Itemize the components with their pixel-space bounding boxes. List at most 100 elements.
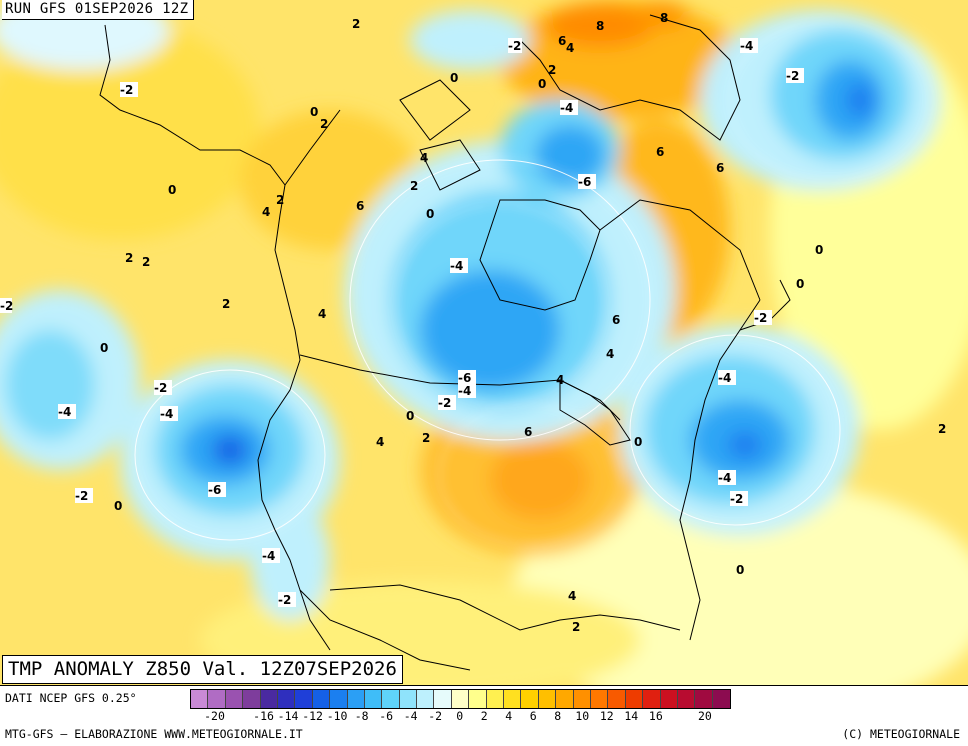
field-label: 2 (276, 193, 284, 207)
field-label: -2 (278, 593, 291, 607)
field-label: -2 (508, 39, 521, 53)
field-label: -4 (718, 371, 731, 385)
field-label: -2 (154, 381, 167, 395)
field-label: -2 (730, 492, 743, 506)
field-label: -4 (160, 407, 173, 421)
field-label: -4 (718, 471, 731, 485)
color-scale-tick-label: 6 (529, 709, 537, 723)
color-scale-tick-label: -2 (428, 709, 443, 723)
color-swatch (208, 690, 226, 708)
field-label: 0 (450, 71, 458, 85)
field-label: 4 (318, 307, 326, 321)
color-scale-tick-label: 4 (505, 709, 513, 723)
field-label: 0 (815, 243, 823, 257)
field-label: 4 (376, 435, 384, 449)
color-swatch (382, 690, 400, 708)
color-scale-tick-label: -20 (204, 709, 225, 723)
color-swatch (243, 690, 261, 708)
color-swatch (399, 690, 418, 708)
color-scale-tick-label: -12 (302, 709, 323, 723)
field-label: -6 (578, 175, 591, 189)
credit-left: MTG-GFS — ELABORAZIONE WWW.METEOGIORNALE… (5, 727, 303, 741)
color-swatch (225, 690, 244, 708)
field-label: 0 (426, 207, 434, 221)
color-swatch (521, 690, 539, 708)
field-label: 6 (356, 199, 364, 213)
field-label: 0 (114, 499, 122, 513)
color-swatch (364, 690, 383, 708)
field-label: 2 (410, 179, 418, 193)
field-label: 6 (716, 161, 724, 175)
field-label: 4 (262, 205, 270, 219)
color-swatch (504, 690, 522, 708)
color-swatch (330, 690, 348, 708)
color-scale-tick-label: -8 (354, 709, 369, 723)
color-scale-ticks: -20 -16 -14 -12 -10 -8 -6 -4 -2 0 2 4 6 8 10 12 14 16 20 (190, 709, 968, 725)
field-label: -2 (438, 396, 451, 410)
color-swatch (712, 690, 731, 708)
field-label: 0 (100, 341, 108, 355)
field-label: -4 (450, 259, 463, 273)
color-swatch (451, 690, 470, 708)
field-label: 0 (634, 435, 642, 449)
color-scale-tick-label: 20 (697, 709, 712, 723)
field-label: -4 (58, 405, 71, 419)
color-scale-tick-label: -16 (253, 709, 274, 723)
coastlines (99, 14, 791, 671)
color-scale-tick-label: -4 (403, 709, 418, 723)
field-label: -4 (560, 101, 573, 115)
color-swatch (277, 690, 296, 708)
map-title: TMP ANOMALY Z850 Val. 12Z07SEP2026 (2, 655, 403, 684)
field-label: 4 (556, 373, 564, 387)
field-label: 6 (524, 425, 532, 439)
field-label: 4 (566, 41, 574, 55)
field-label: 0 (168, 183, 176, 197)
color-swatch (556, 690, 574, 708)
color-swatch (573, 690, 591, 708)
color-scale-tick-label: 12 (599, 709, 614, 723)
color-swatch (417, 690, 435, 708)
field-label: 6 (656, 145, 664, 159)
field-label: 2 (320, 117, 328, 131)
field-label: 2 (572, 620, 580, 634)
field-label: -2 (754, 311, 767, 325)
field-label: 0 (736, 563, 744, 577)
field-label: 2 (548, 63, 556, 77)
color-swatch (191, 690, 209, 708)
color-scale-tick-label: 2 (480, 709, 488, 723)
contour-lines-sharp (134, 159, 841, 541)
color-swatch (608, 690, 626, 708)
color-swatch (677, 690, 696, 708)
field-label: 8 (596, 19, 604, 33)
field-label: -6 (208, 483, 221, 497)
color-swatch (590, 690, 609, 708)
run-title: RUN GFS 01SEP2026 12Z (2, 0, 195, 20)
field-label: 0 (406, 409, 414, 423)
field-label: -2 (0, 299, 13, 313)
color-scale-tick-label: 10 (575, 709, 590, 723)
field-label: -4 (458, 384, 471, 398)
field-label: -2 (120, 83, 133, 97)
field-label: -2 (786, 69, 799, 83)
field-label: -4 (262, 549, 275, 563)
color-swatch (643, 690, 661, 708)
field-label: 2 (222, 297, 230, 311)
data-source-note: DATI NCEP GFS 0.25° (5, 691, 137, 705)
field-label: 2 (938, 422, 946, 436)
color-swatch (469, 690, 487, 708)
field-label: 2 (422, 431, 430, 445)
field-label: 2 (125, 251, 133, 265)
field-label: 2 (352, 17, 360, 31)
color-swatch (660, 690, 678, 708)
temperature-anomaly-map: 2 -2 6 4 8 8 -4 -2 2 0 0 -2 -4 0 2 4 6 2… (0, 0, 968, 685)
color-swatch (625, 690, 644, 708)
credit-right: (C) METEOGIORNALE (842, 727, 960, 741)
contour-labels: 2 -2 6 4 8 8 -4 -2 2 0 0 -2 -4 0 2 4 6 2… (0, 11, 946, 634)
color-swatch (295, 690, 313, 708)
field-label: 8 (660, 11, 668, 25)
field-label: 6 (612, 313, 620, 327)
color-scale-tick-label: -6 (379, 709, 394, 723)
field-label: 0 (796, 277, 804, 291)
color-scale-tick-label: -10 (326, 709, 348, 723)
field-label: 2 (142, 255, 150, 269)
